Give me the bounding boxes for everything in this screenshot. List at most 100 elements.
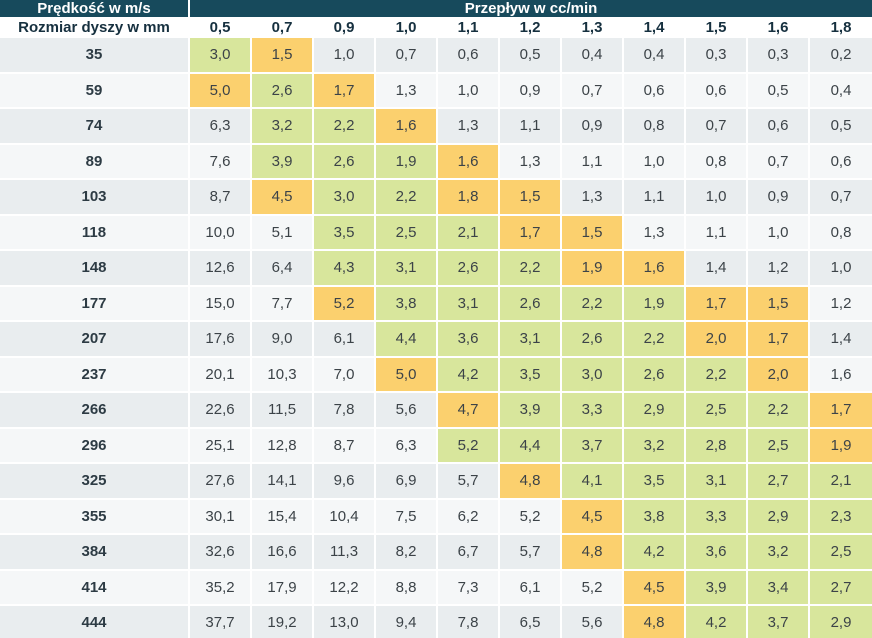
value-cell: 2,5 bbox=[686, 393, 748, 429]
value-cell: 2,6 bbox=[500, 286, 562, 322]
value-cell: 1,9 bbox=[624, 286, 686, 322]
value-cell: 3,7 bbox=[748, 606, 810, 638]
value-cell: 4,8 bbox=[624, 606, 686, 638]
value-cell: 1,4 bbox=[810, 322, 872, 358]
value-cell: 4,4 bbox=[376, 322, 438, 358]
value-cell: 6,1 bbox=[314, 322, 376, 358]
value-cell: 1,8 bbox=[438, 180, 500, 216]
value-cell: 0,6 bbox=[624, 73, 686, 109]
value-cell: 1,1 bbox=[686, 215, 748, 251]
value-cell: 1,5 bbox=[562, 215, 624, 251]
row-label-nozzle-size: 296 bbox=[0, 428, 190, 464]
table-row: 355 30,1 15,4 10,4 7,5 6,2 5,2 4,5 3,8 3,3 2,9 2,3 bbox=[0, 499, 872, 535]
row-label-nozzle-size: 444 bbox=[0, 606, 190, 638]
value-cell: 0,4 bbox=[810, 74, 872, 109]
value-cell: 3,3 bbox=[686, 499, 748, 535]
table-row: 207 17,6 9,0 6,1 4,4 3,6 3,1 2,6 2,2 2,0 1,7 1,4 bbox=[0, 322, 872, 358]
value-cell: 2,2 bbox=[686, 357, 748, 393]
value-cell: 2,9 bbox=[810, 606, 872, 638]
value-cell: 0,3 bbox=[686, 38, 748, 74]
value-cell: 0,7 bbox=[748, 144, 810, 180]
value-cell: 5,0 bbox=[190, 73, 252, 109]
value-cell: 3,8 bbox=[376, 286, 438, 322]
table-row: 296 25,1 12,8 8,7 6,3 5,2 4,4 3,7 3,2 2,8 2,5 1,9 bbox=[0, 428, 872, 464]
value-cell: 1,7 bbox=[314, 73, 376, 109]
value-cell: 1,6 bbox=[438, 144, 500, 180]
value-cell: 4,8 bbox=[500, 464, 562, 500]
value-cell: 8,8 bbox=[376, 570, 438, 606]
value-cell: 20,1 bbox=[190, 357, 252, 393]
table-row: 74 6,3 3,2 2,2 1,6 1,3 1,1 0,9 0,8 0,7 0,6 0,5 bbox=[0, 109, 872, 145]
value-cell: 16,6 bbox=[252, 535, 314, 571]
value-cell: 12,8 bbox=[252, 428, 314, 464]
value-cell: 1,5 bbox=[252, 38, 314, 74]
table-row: 384 32,6 16,6 11,3 8,2 6,7 5,7 4,8 4,2 3,6 3,2 2,5 bbox=[0, 535, 872, 571]
title-row: Prędkość w m/s Przepływ w cc/min bbox=[0, 0, 872, 19]
value-cell: 8,7 bbox=[314, 428, 376, 464]
value-cell: 10,3 bbox=[252, 357, 314, 393]
column-header: 1,8 bbox=[810, 19, 872, 38]
value-cell: 1,2 bbox=[748, 251, 810, 287]
value-cell: 1,1 bbox=[500, 109, 562, 145]
value-cell: 0,9 bbox=[500, 73, 562, 109]
row-label-nozzle-size: 148 bbox=[0, 251, 190, 287]
value-cell: 7,5 bbox=[376, 499, 438, 535]
column-header: 1,2 bbox=[500, 19, 562, 38]
value-cell: 2,3 bbox=[810, 499, 872, 535]
value-cell: 6,7 bbox=[438, 535, 500, 571]
row-label-nozzle-size: 35 bbox=[0, 38, 190, 74]
value-cell: 4,2 bbox=[624, 535, 686, 571]
value-cell: 11,5 bbox=[252, 393, 314, 429]
value-cell: 4,5 bbox=[624, 570, 686, 606]
value-cell: 4,8 bbox=[562, 535, 624, 571]
value-cell: 1,0 bbox=[686, 180, 748, 216]
value-cell: 7,8 bbox=[314, 393, 376, 429]
value-cell: 2,9 bbox=[624, 393, 686, 429]
value-cell: 2,6 bbox=[624, 357, 686, 393]
value-cell: 35,2 bbox=[190, 570, 252, 606]
value-cell: 3,3 bbox=[562, 393, 624, 429]
value-cell: 0,6 bbox=[810, 145, 872, 180]
value-cell: 9,6 bbox=[314, 464, 376, 500]
value-cell: 6,3 bbox=[190, 109, 252, 145]
value-cell: 2,2 bbox=[314, 109, 376, 145]
value-cell: 5,2 bbox=[438, 428, 500, 464]
value-cell: 0,9 bbox=[562, 109, 624, 145]
value-cell: 10,4 bbox=[314, 499, 376, 535]
value-cell: 0,5 bbox=[748, 73, 810, 109]
value-cell: 0,8 bbox=[624, 109, 686, 145]
value-cell: 2,2 bbox=[562, 286, 624, 322]
value-cell: 1,0 bbox=[810, 251, 872, 287]
value-cell: 0,7 bbox=[376, 38, 438, 74]
value-cell: 10,0 bbox=[190, 215, 252, 251]
value-cell: 30,1 bbox=[190, 499, 252, 535]
value-cell: 32,6 bbox=[190, 535, 252, 571]
value-cell: 3,7 bbox=[562, 428, 624, 464]
row-label-nozzle-size: 207 bbox=[0, 322, 190, 358]
row-label-nozzle-size: 355 bbox=[0, 499, 190, 535]
value-cell: 3,2 bbox=[252, 109, 314, 145]
value-cell: 17,9 bbox=[252, 570, 314, 606]
value-cell: 0,3 bbox=[748, 38, 810, 74]
speed-title: Prędkość w m/s bbox=[0, 0, 190, 19]
value-cell: 4,2 bbox=[686, 606, 748, 638]
table-row: 414 35,2 17,9 12,2 8,8 7,3 6,1 5,2 4,5 3,9 3,4 2,7 bbox=[0, 570, 872, 606]
value-cell: 2,5 bbox=[376, 215, 438, 251]
value-cell: 7,7 bbox=[252, 286, 314, 322]
value-cell: 3,9 bbox=[686, 570, 748, 606]
value-cell: 2,2 bbox=[500, 251, 562, 287]
value-cell: 1,3 bbox=[562, 180, 624, 216]
value-cell: 0,4 bbox=[562, 38, 624, 74]
value-cell: 1,0 bbox=[314, 38, 376, 74]
flow-title: Przepływ w cc/min bbox=[190, 0, 872, 19]
value-cell: 3,4 bbox=[748, 570, 810, 606]
value-cell: 25,1 bbox=[190, 428, 252, 464]
table-body: 35 3,0 1,5 1,0 0,7 0,6 0,5 0,4 0,4 0,3 0,3 0,2 59 5,0… bbox=[0, 38, 872, 638]
table-row: 148 12,6 6,4 4,3 3,1 2,6 2,2 1,9 1,6 1,4 1,2 1,0 bbox=[0, 251, 872, 287]
value-cell: 1,6 bbox=[810, 358, 872, 393]
row-label-nozzle-size: 89 bbox=[0, 144, 190, 180]
value-cell: 8,2 bbox=[376, 535, 438, 571]
value-cell: 4,1 bbox=[562, 464, 624, 500]
value-cell: 2,8 bbox=[686, 428, 748, 464]
